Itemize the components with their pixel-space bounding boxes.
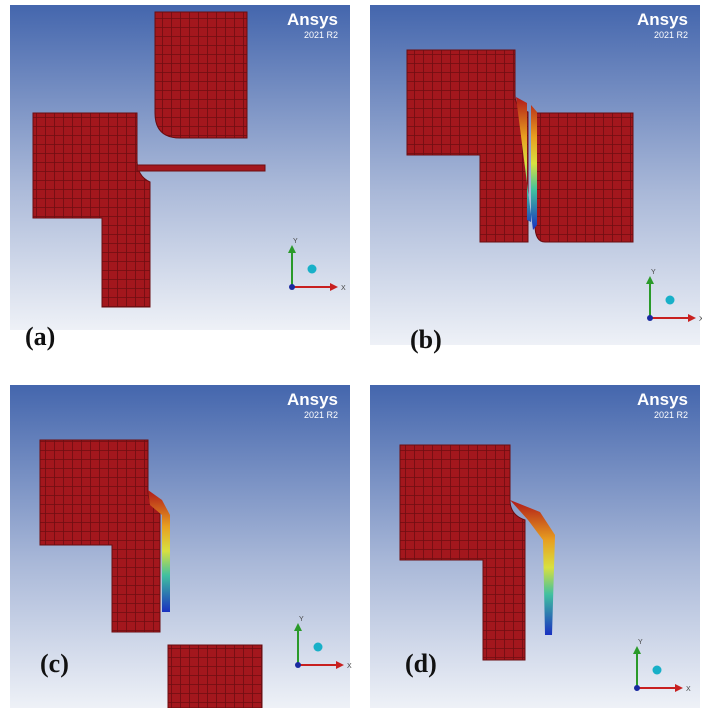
axis-z (634, 685, 640, 691)
axis-y-label: Y (299, 616, 304, 623)
axis-z (295, 662, 301, 668)
version: 2021 R2 (304, 30, 338, 40)
panel-label: (b) (410, 325, 442, 354)
view-ball (666, 296, 675, 305)
version: 2021 R2 (654, 410, 688, 420)
punch (535, 113, 633, 242)
view-ball (653, 666, 662, 675)
punch (155, 12, 247, 138)
panel-label: (d) (405, 649, 437, 678)
panel-label: (c) (40, 649, 69, 678)
axis-x-label: X (686, 686, 691, 693)
axis-y-label: Y (293, 238, 298, 245)
panel-label: (a) (25, 322, 55, 351)
sheet (137, 165, 265, 171)
axis-z (289, 284, 295, 290)
figure: Ansys2021 R2(a)YXAnsys2021 R2(b)YXAnsys2… (0, 0, 702, 708)
axis-z (647, 315, 653, 321)
brand: Ansys (287, 10, 338, 29)
brand: Ansys (637, 10, 688, 29)
axis-x-label: X (341, 285, 346, 292)
version: 2021 R2 (304, 410, 338, 420)
axis-x-label: X (347, 663, 352, 670)
axis-y-label: Y (638, 639, 643, 646)
view-ball (308, 265, 317, 274)
brand: Ansys (287, 390, 338, 409)
view-ball (314, 643, 323, 652)
brand: Ansys (637, 390, 688, 409)
axis-y-label: Y (651, 269, 656, 276)
version: 2021 R2 (654, 30, 688, 40)
punch (168, 645, 262, 708)
